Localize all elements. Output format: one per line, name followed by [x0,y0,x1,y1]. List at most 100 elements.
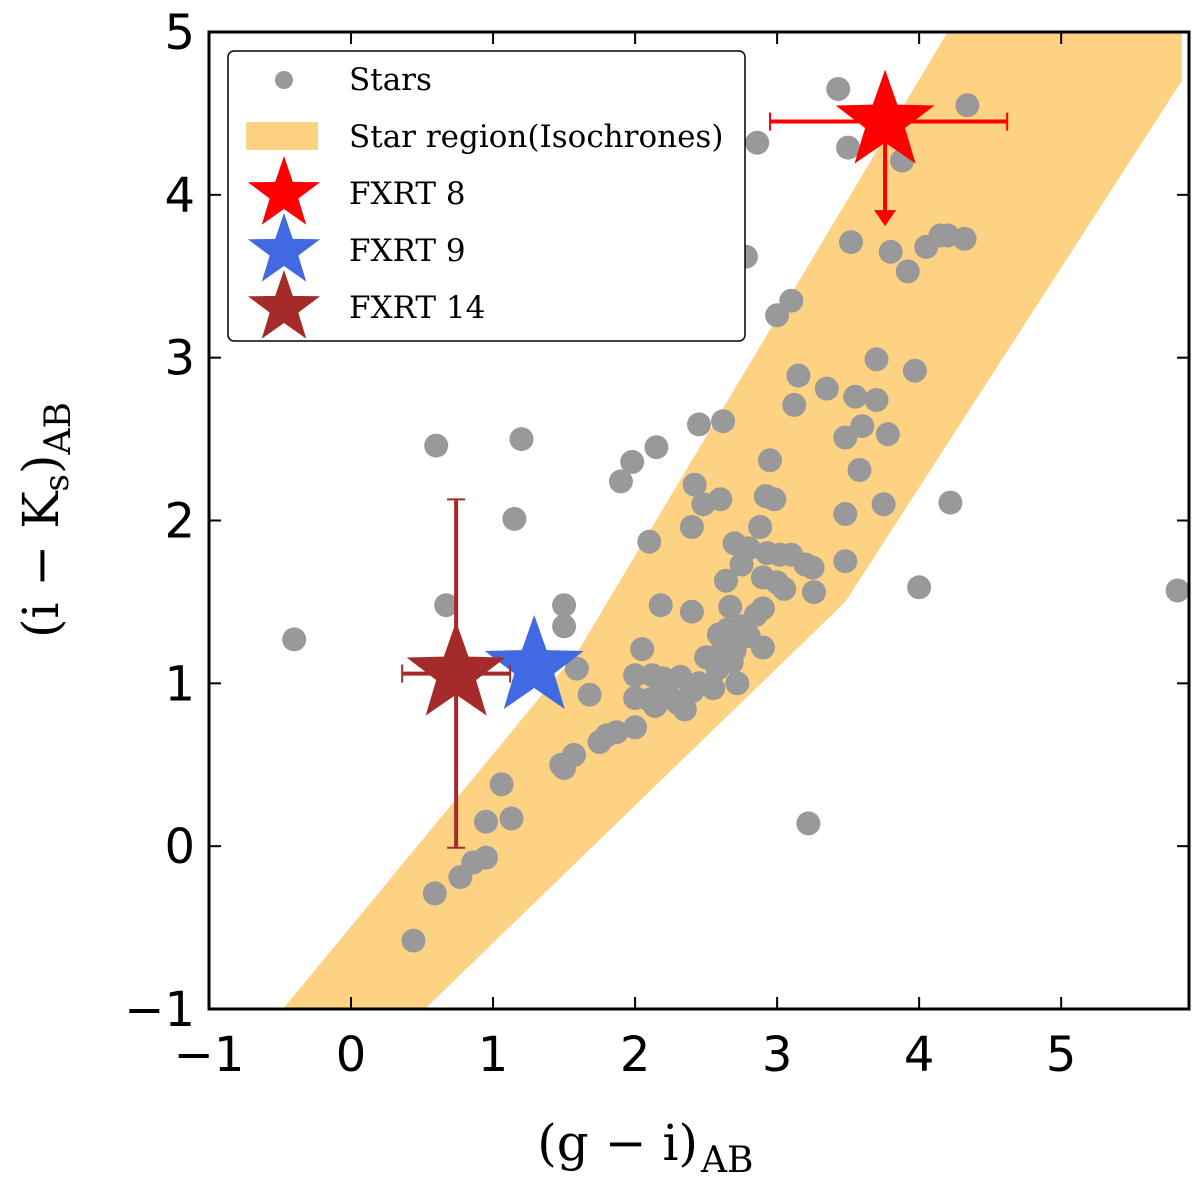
y-axis-label-close: ) [12,454,70,474]
star-point [736,536,761,561]
star-point [644,435,669,460]
star-point [422,881,447,906]
x-tick-label: −1 [174,1027,245,1083]
star-point [758,448,782,473]
legend: Stars Star region(Isochrones) FXRT 8 FXRT 9… [227,50,746,342]
star-point [839,230,863,255]
fxrt-layer [401,69,1009,849]
legend-marker-star [247,213,321,282]
x-tick-label: 5 [1046,1027,1077,1083]
star-point [833,549,858,574]
star-point [708,487,733,512]
star-point [895,259,920,284]
y-tick-label: −1 [124,982,195,1038]
star-point [782,392,807,417]
star-point [1165,578,1189,603]
star-point [850,414,875,439]
fxrt-14-marker [406,621,506,716]
star-point [802,580,826,605]
star-point [648,593,673,618]
star-point [623,715,648,740]
legend-item-fxrt-8: FXRT 8 [247,156,466,225]
star-point [725,671,750,696]
fxrt-9-group [484,615,584,710]
star-point [871,492,896,517]
x-tick-label: 4 [904,1027,935,1083]
star-point [864,388,889,412]
y-tick-label: 3 [164,331,195,387]
star-point [679,599,704,624]
legend-item-star-region-isochrones: Star region(Isochrones) [246,119,723,155]
legend-item-fxrt-14: FXRT 14 [247,270,485,339]
star-point [864,347,889,372]
y-tick-label: 1 [164,656,195,712]
y-axis-label-sub2: AB [38,402,79,455]
y-axis-label: (i − Ks)AB [12,402,79,638]
legend-marker-patch [246,122,318,150]
legend-label: Star region(Isochrones) [349,119,723,155]
star-point [687,412,711,437]
y-axis-label-main: (i − K [12,490,70,638]
legend-label: FXRT 8 [349,176,466,212]
x-axis-label-main: (g − i) [537,1114,698,1172]
legend-marker-star [247,156,321,225]
star-point [282,627,307,652]
star-point [577,682,602,707]
isochrone-region-layer [282,32,1182,1009]
star-point [748,515,773,539]
axes: −1 0 1 2 3 4 5 −1 0 1 2 3 4 5 [124,5,1191,1083]
legend-label: Stars [349,62,432,98]
star-point [907,575,932,600]
y-tick-label: 2 [164,494,195,550]
legend-label: FXRT 9 [349,233,466,269]
star-point [701,676,726,701]
star-point [474,809,498,834]
legend-label: FXRT 14 [349,290,485,326]
star-point [509,427,534,452]
star-point [604,720,629,745]
legend-item-fxrt-9: FXRT 9 [247,213,466,282]
star-point [779,288,804,313]
star-point [814,376,839,401]
star-point [718,594,743,619]
x-tick-label: 3 [762,1027,793,1083]
star-point [786,363,811,388]
fxrt-9-marker [484,615,584,710]
star-point [564,656,589,681]
legend-item-stars: Stars [275,62,432,98]
fxrt-8-marker [835,69,935,164]
star-point [489,772,514,797]
star-point [843,384,868,409]
fxrt-8-group [769,69,1009,227]
star-point [875,422,900,447]
star-point [878,239,903,264]
x-axis-label: (g − i) AB [537,1114,753,1181]
x-axis-label-sub: AB [700,1140,753,1181]
star-point [762,487,787,512]
star-point [424,433,449,458]
star-point [608,469,633,494]
legend-frame [227,50,746,342]
star-point [711,409,736,434]
star-point [952,226,977,251]
star-point [552,614,577,639]
svg-text:(i − Ks)AB: (i − Ks)AB [12,402,79,638]
star-point [955,93,980,118]
star-point [630,637,655,662]
fxrt-8-upper-limit-arrow [874,210,897,227]
fxrt-14-group [401,498,512,849]
star-point [836,135,861,160]
x-tick-label: 2 [620,1027,651,1083]
star-point [800,555,825,580]
star-point [434,593,459,618]
star-point [750,635,775,660]
star-point [772,576,797,601]
legend-marker-circle [275,71,293,89]
stars-layer [282,77,1189,953]
star-point [552,593,577,618]
star-point [499,806,524,831]
star-point [847,458,872,482]
star-point [796,811,821,836]
star-point [833,425,858,450]
